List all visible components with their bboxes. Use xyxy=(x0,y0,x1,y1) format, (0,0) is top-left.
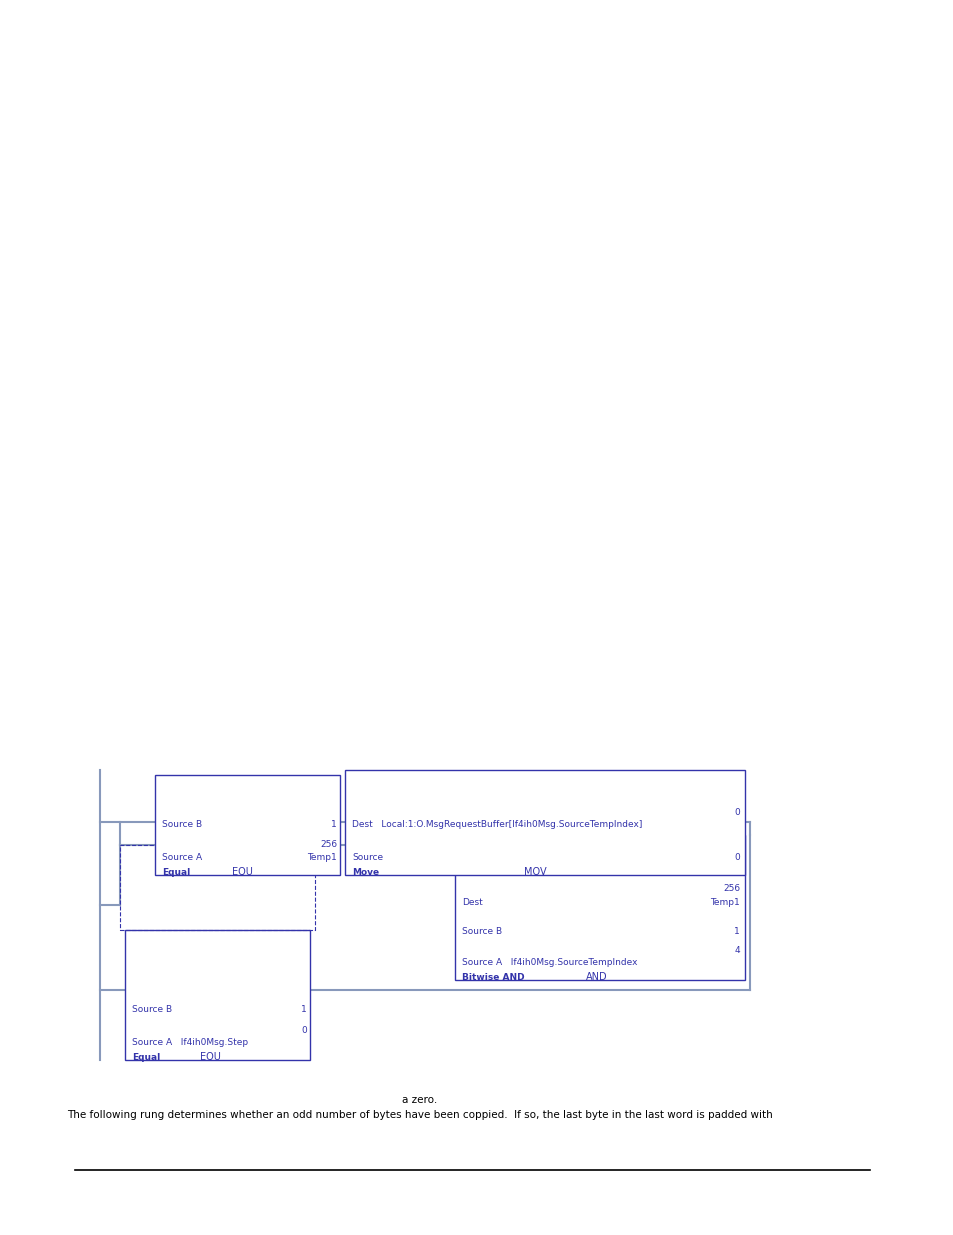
Text: Source B: Source B xyxy=(162,820,202,829)
Text: a zero.: a zero. xyxy=(402,1095,437,1105)
Text: 1: 1 xyxy=(301,1005,307,1014)
Text: EQU: EQU xyxy=(199,1052,220,1062)
Text: Source B: Source B xyxy=(461,927,501,936)
Text: Bitwise AND: Bitwise AND xyxy=(461,973,524,982)
Text: 256: 256 xyxy=(722,884,740,893)
Bar xyxy=(154,776,339,876)
Text: Equal: Equal xyxy=(162,868,190,877)
Text: Temp1: Temp1 xyxy=(307,853,336,862)
Text: Temp1: Temp1 xyxy=(709,898,740,906)
Text: Source A   If4ih0Msg.SourceTempIndex: Source A If4ih0Msg.SourceTempIndex xyxy=(461,958,637,967)
Text: 1: 1 xyxy=(331,820,336,829)
Text: Source: Source xyxy=(352,853,383,862)
Text: Dest   Local:1:O.MsgRequestBuffer[If4ih0Msg.SourceTempIndex]: Dest Local:1:O.MsgRequestBuffer[If4ih0Ms… xyxy=(352,820,641,829)
Text: MOV: MOV xyxy=(523,867,546,877)
Text: 256: 256 xyxy=(319,840,336,848)
Bar xyxy=(125,930,310,1060)
Text: 0: 0 xyxy=(301,1026,307,1035)
Text: Source B: Source B xyxy=(132,1005,172,1014)
Text: 0: 0 xyxy=(734,853,740,862)
Text: 1: 1 xyxy=(734,927,740,936)
Text: EQU: EQU xyxy=(232,867,253,877)
Text: Move: Move xyxy=(352,868,378,877)
Text: Equal: Equal xyxy=(132,1053,160,1062)
Text: 0: 0 xyxy=(734,808,740,818)
Text: Source A: Source A xyxy=(162,853,202,862)
Text: 4: 4 xyxy=(734,946,740,955)
Bar xyxy=(455,835,744,981)
Text: Source A   If4ih0Msg.Step: Source A If4ih0Msg.Step xyxy=(132,1037,248,1047)
Text: Dest: Dest xyxy=(461,898,482,906)
Text: The following rung determines whether an odd number of bytes have been coppied. : The following rung determines whether an… xyxy=(67,1110,772,1120)
Bar xyxy=(345,769,744,876)
Bar xyxy=(120,845,314,930)
Text: AND: AND xyxy=(585,972,607,982)
